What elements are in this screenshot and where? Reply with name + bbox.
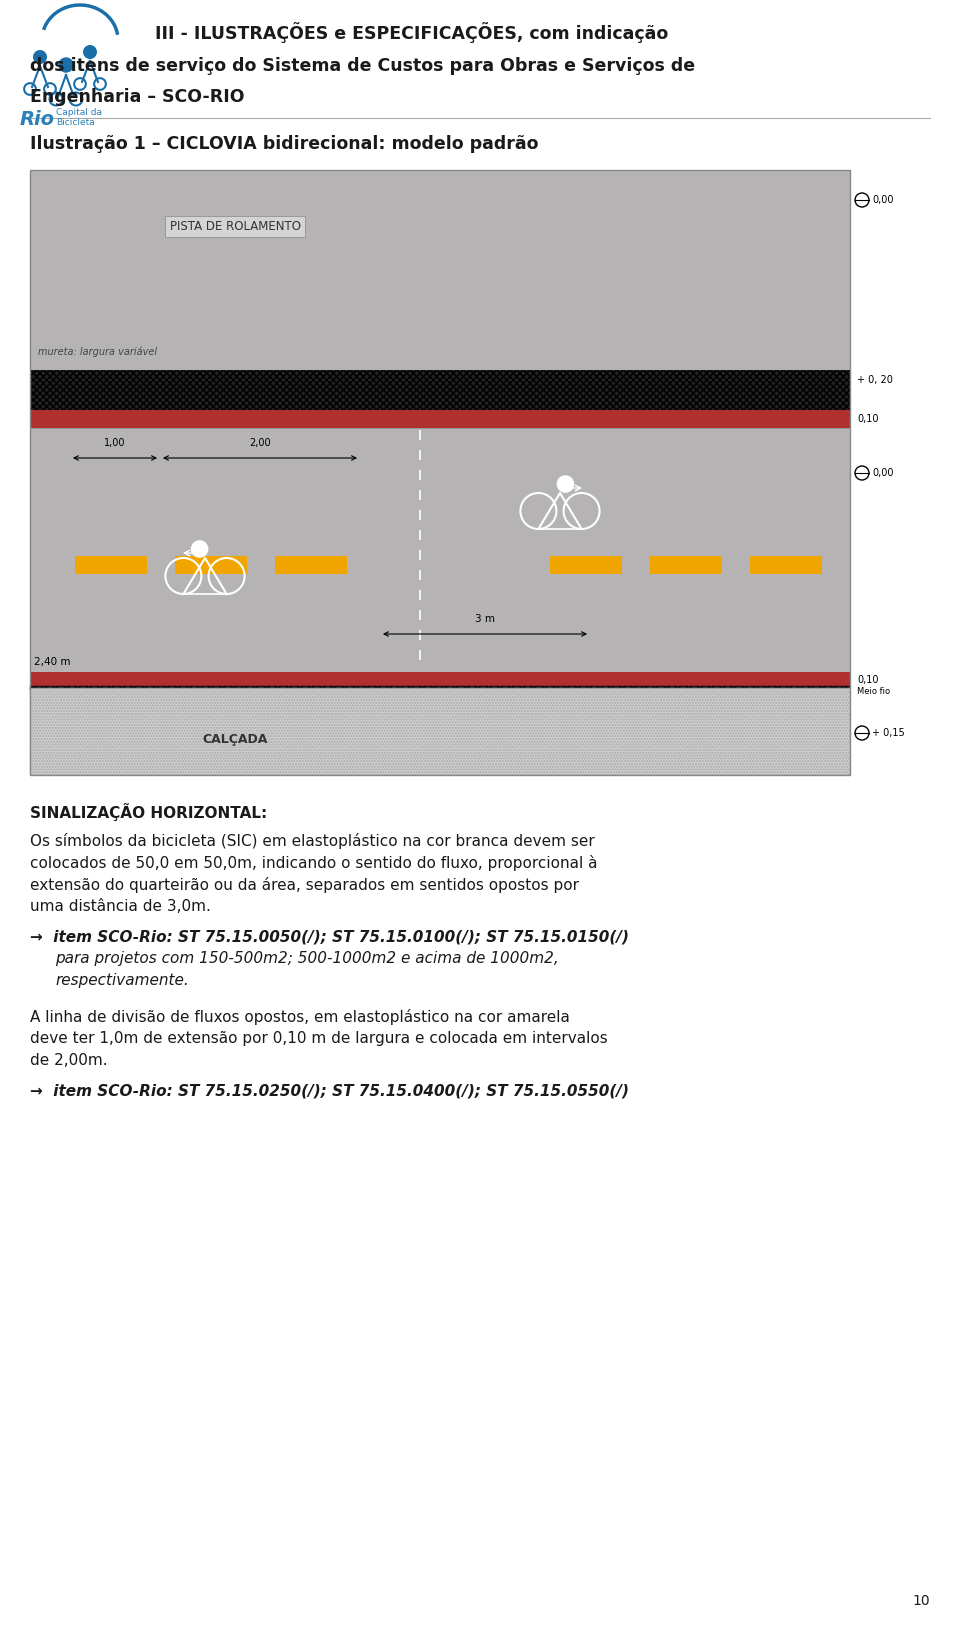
Text: Ilustração 1 – CICLOVIA bidirecional: modelo padrão: Ilustração 1 – CICLOVIA bidirecional: mo… xyxy=(30,135,539,153)
Bar xyxy=(175,556,247,574)
Text: Meio fio: Meio fio xyxy=(857,686,890,696)
Text: respectivamente.: respectivamente. xyxy=(55,972,189,989)
Bar xyxy=(30,686,850,689)
Text: Bicicleta: Bicicleta xyxy=(56,119,95,127)
Bar xyxy=(30,688,850,776)
Text: para projetos com 150-500m2; 500-1000m2 e acima de 1000m2,: para projetos com 150-500m2; 500-1000m2 … xyxy=(55,951,559,966)
Circle shape xyxy=(191,541,207,558)
Text: 0,00: 0,00 xyxy=(872,468,894,478)
Text: 1,00: 1,00 xyxy=(105,437,126,449)
Text: 0,10: 0,10 xyxy=(857,415,878,424)
Text: A linha de divisão de fluxos opostos, em elastoplástico na cor amarela: A linha de divisão de fluxos opostos, em… xyxy=(30,1010,570,1024)
Text: 0,00: 0,00 xyxy=(872,195,894,205)
Text: mureta: largura variável: mureta: largura variável xyxy=(38,346,157,358)
Bar xyxy=(750,556,822,574)
Bar xyxy=(550,556,622,574)
Circle shape xyxy=(84,46,96,59)
Circle shape xyxy=(558,476,573,493)
Text: 0,10: 0,10 xyxy=(857,675,878,685)
Text: 2,40 m: 2,40 m xyxy=(34,657,70,667)
Bar xyxy=(30,688,850,776)
Text: colocados de 50,0 em 50,0m, indicando o sentido do fluxo, proporcional à: colocados de 50,0 em 50,0m, indicando o … xyxy=(30,855,597,872)
Text: Rio: Rio xyxy=(20,111,55,128)
Text: 3 m: 3 m xyxy=(475,615,495,624)
Text: Engenharia – SCO-RIO: Engenharia – SCO-RIO xyxy=(30,88,245,106)
Bar xyxy=(75,556,147,574)
Text: CALÇADA: CALÇADA xyxy=(203,732,268,745)
Circle shape xyxy=(34,50,46,63)
Text: III - ILUSTRAÇÕES e ESPECIFICAÇÕES, com indicação: III - ILUSTRAÇÕES e ESPECIFICAÇÕES, com … xyxy=(155,23,668,42)
Bar xyxy=(30,171,850,776)
Bar xyxy=(30,428,850,672)
Text: dos itens de serviço do Sistema de Custos para Obras e Serviços de: dos itens de serviço do Sistema de Custo… xyxy=(30,57,695,75)
Text: 10: 10 xyxy=(912,1593,930,1608)
Text: Capital da: Capital da xyxy=(56,107,102,117)
Text: extensão do quarteirão ou da área, separados em sentidos opostos por: extensão do quarteirão ou da área, separ… xyxy=(30,876,579,893)
Bar xyxy=(30,672,850,688)
Text: de 2,00m.: de 2,00m. xyxy=(30,1054,108,1068)
Text: + 0,15: + 0,15 xyxy=(872,728,904,738)
Text: 2,00: 2,00 xyxy=(250,437,271,449)
Text: →  item SCO-Rio: ST 75.15.0250(/); ST 75.15.0400(/); ST 75.15.0550(/): → item SCO-Rio: ST 75.15.0250(/); ST 75.… xyxy=(30,1083,629,1098)
Text: + 0, 20: + 0, 20 xyxy=(857,376,893,385)
Text: SINALIZAÇÃO HORIZONTAL:: SINALIZAÇÃO HORIZONTAL: xyxy=(30,803,267,821)
Bar xyxy=(650,556,722,574)
Circle shape xyxy=(59,59,73,72)
Bar xyxy=(30,171,850,371)
Text: PISTA DE ROLAMENTO: PISTA DE ROLAMENTO xyxy=(170,220,300,233)
Text: →  item SCO-Rio: ST 75.15.0050(/); ST 75.15.0100(/); ST 75.15.0150(/): → item SCO-Rio: ST 75.15.0050(/); ST 75.… xyxy=(30,928,629,945)
Text: deve ter 1,0m de extensão por 0,10 m de largura e colocada em intervalos: deve ter 1,0m de extensão por 0,10 m de … xyxy=(30,1031,608,1046)
Bar xyxy=(30,371,850,410)
Text: Os símbolos da bicicleta (SIC) em elastoplástico na cor branca devem ser: Os símbolos da bicicleta (SIC) em elasto… xyxy=(30,833,595,849)
Bar xyxy=(275,556,347,574)
Text: uma distância de 3,0m.: uma distância de 3,0m. xyxy=(30,899,211,914)
Bar xyxy=(30,410,850,428)
